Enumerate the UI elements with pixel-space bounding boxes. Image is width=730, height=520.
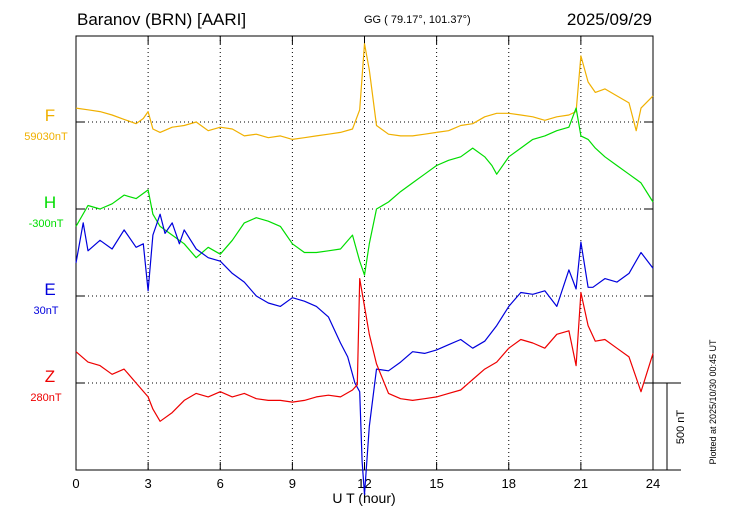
- scale-bar-label: 500 nT: [675, 410, 687, 445]
- series-baseline-h: -300nT: [29, 218, 64, 230]
- x-axis-ticks: [75, 36, 654, 470]
- series-lines: [75, 43, 654, 495]
- chart-title: Baranov (BRN) [AARI]: [77, 10, 247, 29]
- series-baseline-e: 30nT: [33, 305, 58, 317]
- series-labels: F 59030nT H -300nT E 30nT Z 280nT: [24, 106, 68, 404]
- x-tick-label: 24: [646, 476, 660, 491]
- x-tick-label: 21: [574, 476, 588, 491]
- x-tick-label: 18: [502, 476, 516, 491]
- series-name-f: F: [45, 106, 55, 125]
- x-tick-label: 3: [145, 476, 152, 491]
- series-name-e: E: [44, 280, 55, 299]
- series-line-f: [75, 43, 654, 140]
- x-tick-label: 9: [289, 476, 296, 491]
- plotted-timestamp: Plotted at 2025/10/30 00:45 UT: [708, 339, 718, 465]
- series-name-h: H: [44, 193, 56, 212]
- series-line-e: [75, 213, 654, 495]
- x-axis-tick-labels: 0 3 6 9 12 15 18 21 24: [72, 476, 660, 491]
- series-line-z: [75, 278, 654, 422]
- x-tick-label: 6: [217, 476, 224, 491]
- series-name-z: Z: [45, 367, 55, 386]
- x-tick-label: 12: [357, 476, 371, 491]
- station-coordinates: GG ( 79.17°, 101.37°): [364, 14, 471, 26]
- series-line-h: [75, 107, 654, 276]
- x-tick-label: 0: [72, 476, 79, 491]
- chart-date: 2025/09/29: [566, 10, 652, 29]
- grid: [147, 36, 582, 470]
- x-tick-label: 15: [429, 476, 443, 491]
- x-axis-label: U T (hour): [332, 490, 395, 506]
- series-baseline-z: 280nT: [30, 392, 61, 404]
- scale-bar: 500 nT: [653, 382, 687, 471]
- series-baseline-f: 59030nT: [24, 131, 68, 143]
- series-baselines: [76, 121, 653, 384]
